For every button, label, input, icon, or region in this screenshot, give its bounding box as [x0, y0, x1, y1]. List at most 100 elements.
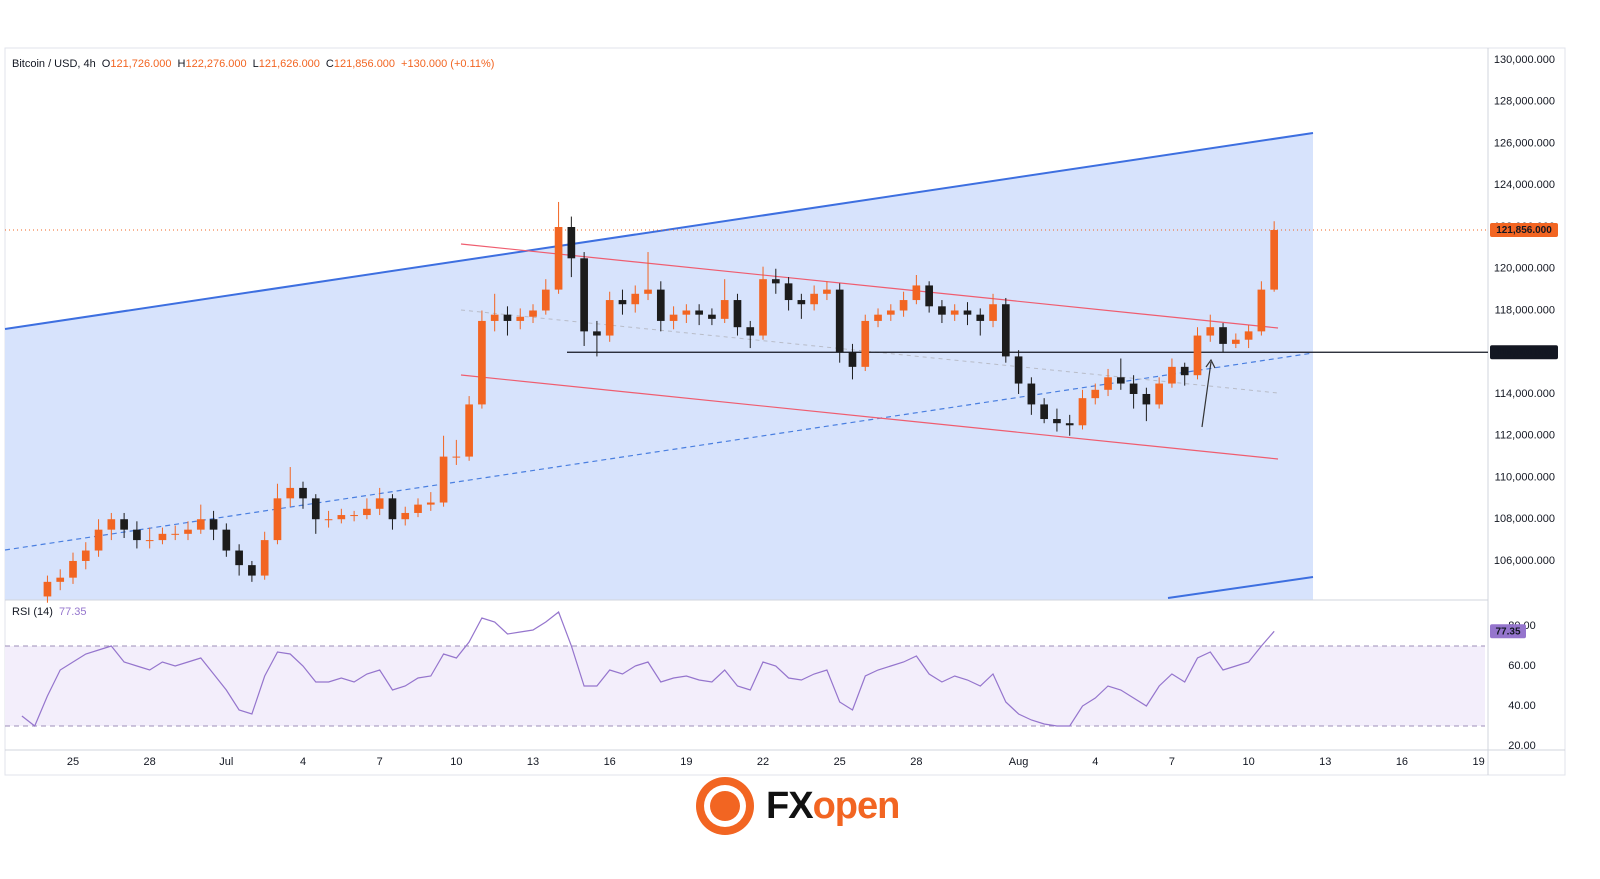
candle-body: [733, 300, 742, 328]
candle-body: [56, 577, 65, 582]
y-tick-label: 120,000.000: [1494, 263, 1555, 275]
candle-body: [1104, 377, 1112, 390]
ohlc-key: C: [326, 58, 334, 70]
candle-body: [861, 320, 870, 367]
rsi-title: RSI (14): [12, 606, 53, 618]
candle-body: [1270, 230, 1278, 290]
rsi-value: 77.35: [59, 606, 87, 618]
logo-prefix: FX: [766, 785, 814, 827]
candle-body: [759, 279, 767, 336]
red-channel-upper: [460, 243, 1279, 329]
plot-layer: 106,000.000 108,000.000 110,000.000 112,000…: [5, 54, 1558, 768]
candle-body: [605, 300, 614, 336]
candle-body: [810, 293, 818, 305]
candle-body: [746, 327, 755, 336]
candle-body: [708, 314, 716, 319]
candle-body: [260, 540, 269, 576]
y-tick-label: 128,000.000: [1494, 96, 1555, 108]
candle-body: [69, 560, 77, 578]
candle-body: [299, 487, 307, 499]
chart-header: Bitcoin / USD, 4h O121,726.000 H122,276.00…: [12, 58, 494, 70]
x-tick-label: 22: [757, 756, 769, 768]
channel-upper: [4, 132, 1314, 330]
candle-body: [541, 289, 550, 311]
ohlc-value: 121,626.000: [259, 58, 320, 70]
candle-body: [503, 314, 512, 321]
x-tick-label: Jul: [219, 756, 233, 768]
symbol: Bitcoin / USD, 4h: [12, 58, 96, 70]
ohlc-value: 122,276.000: [185, 58, 246, 70]
logo-suffix: open: [813, 785, 900, 827]
x-tick-label: 19: [1472, 756, 1484, 768]
rsi-tick-label: 20.00: [1508, 740, 1536, 752]
x-tick-label: 19: [680, 756, 692, 768]
candle-body: [1155, 383, 1163, 405]
candle-body: [209, 519, 218, 530]
candle-body: [171, 533, 180, 535]
candle-body: [720, 300, 729, 319]
y-tick-label: 112,000.000: [1495, 430, 1555, 442]
candle-body: [1091, 389, 1100, 399]
ohlc-value: 121,726.000: [110, 58, 171, 70]
price-badge: [1490, 345, 1558, 360]
x-tick-label: 13: [1319, 756, 1331, 768]
candle-body: [989, 304, 997, 321]
candle-body: [554, 227, 563, 290]
candle-body: [618, 300, 627, 305]
logo-mark-core: [710, 791, 740, 821]
candle-body: [1180, 366, 1189, 376]
x-tick-label: 10: [450, 756, 462, 768]
rsi-header: RSI (14) 77.35: [12, 606, 87, 618]
ohlc-key: L: [253, 58, 259, 70]
x-tick-label: 28: [910, 756, 922, 768]
y-tick-label: 108,000.000: [1494, 513, 1555, 525]
candle-body: [925, 285, 933, 307]
channel-fill: [5, 133, 1313, 600]
candle-body: [963, 310, 972, 315]
ohlc-key: H: [178, 58, 186, 70]
candle-body: [388, 498, 397, 520]
candle-body: [1168, 366, 1176, 384]
candle-body: [1231, 339, 1240, 344]
candle-body: [145, 540, 154, 542]
candle-body: [426, 502, 435, 505]
candle-body: [490, 314, 499, 321]
candle-body: [567, 227, 576, 259]
rsi-band: [5, 646, 1485, 726]
candle-body: [363, 508, 371, 516]
arrow-head: [1205, 358, 1216, 369]
candle-body: [94, 529, 103, 551]
candle-body: [452, 456, 461, 458]
y-tick-label: 130,000.000: [1494, 54, 1555, 66]
rsi-badge-label: 77.35: [1495, 626, 1520, 637]
candle-body: [1116, 377, 1125, 384]
candle-body: [1040, 404, 1048, 420]
price-badge-label: 116,000.000: [1496, 347, 1551, 358]
x-tick-label: 7: [1169, 756, 1175, 768]
candle-body: [1257, 289, 1266, 332]
candle-body: [784, 283, 793, 301]
price-badge: [1490, 223, 1558, 238]
candle-body: [1078, 398, 1087, 426]
y-tick-label: 126,000.000: [1494, 137, 1555, 149]
y-tick-label: 110,000.000: [1495, 471, 1555, 483]
x-tick-label: 28: [144, 756, 156, 768]
candle-body: [1053, 419, 1061, 424]
rsi-badge: [1490, 624, 1526, 639]
rsi-line: [21, 611, 1275, 727]
candle-body: [529, 310, 537, 317]
candle-body: [695, 310, 703, 315]
candle-body: [375, 498, 384, 509]
candle-body: [669, 314, 678, 321]
candle-body: [771, 279, 780, 284]
x-tick-label: 13: [527, 756, 539, 768]
x-tick-label: 25: [67, 756, 79, 768]
candle-body: [593, 331, 601, 336]
x-tick-label: Aug: [1009, 756, 1029, 768]
candle-body: [1244, 331, 1253, 340]
candle-body: [81, 550, 90, 561]
candle-body: [797, 300, 806, 305]
candle-body: [324, 519, 333, 521]
price-badge-label: 121,856.000: [1496, 225, 1552, 236]
